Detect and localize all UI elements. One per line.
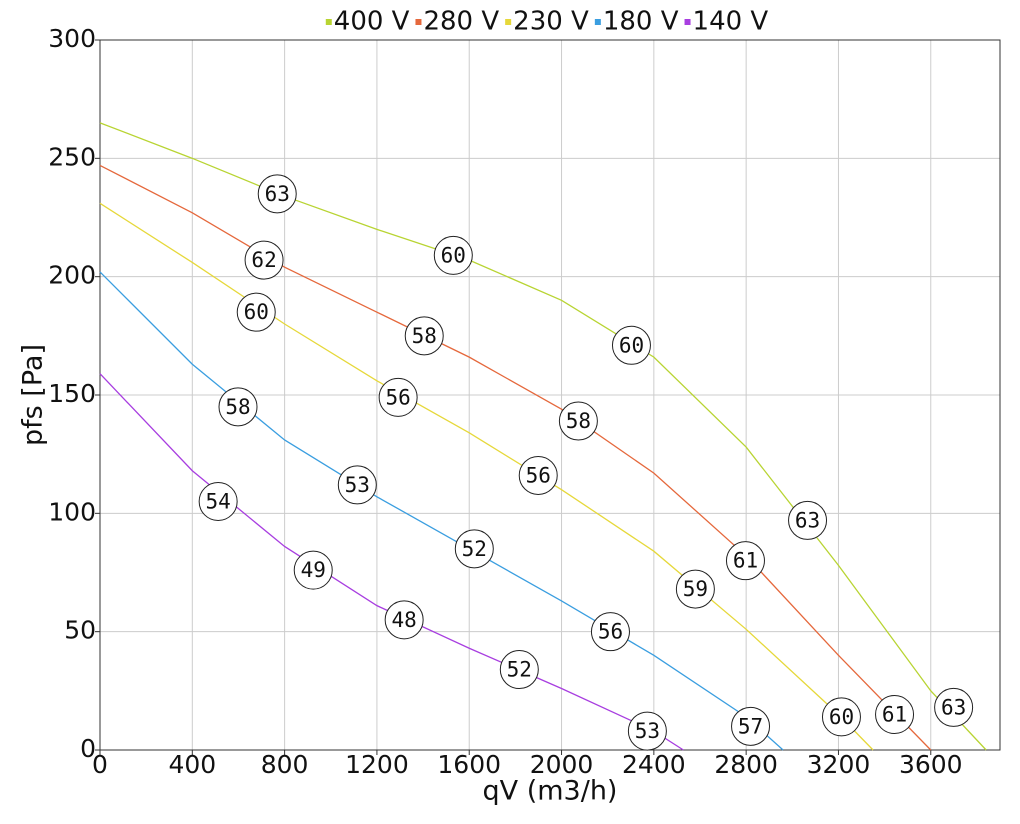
data-label: 60 <box>619 333 644 357</box>
y-tick-label: 250 <box>48 142 96 171</box>
data-label: 63 <box>941 695 966 719</box>
legend-label: 140 V <box>693 7 769 37</box>
x-tick-label: 2800 <box>714 750 778 779</box>
legend-label: 280 V <box>423 7 499 37</box>
y-tick-label: 200 <box>48 261 96 290</box>
series-line <box>99 373 684 751</box>
x-tick-label: 2000 <box>530 750 594 779</box>
x-tick-label: 1200 <box>345 750 409 779</box>
data-label: 58 <box>566 409 591 433</box>
label-circle <box>198 482 238 521</box>
y-tick-label: 300 <box>48 24 96 53</box>
legend-label: 180 V <box>603 7 679 37</box>
legend-label: 230 V <box>513 7 589 37</box>
data-label: 63 <box>795 508 820 532</box>
data-label: 62 <box>251 248 276 272</box>
legend-label: 400 V <box>334 7 410 37</box>
x-tick-label: 3600 <box>899 750 963 779</box>
label-circle <box>518 455 558 495</box>
label-circle <box>454 529 494 569</box>
label-circle <box>384 600 424 640</box>
x-tick-label: 1600 <box>437 750 501 779</box>
label-circle <box>731 706 771 746</box>
data-label: 56 <box>386 385 411 409</box>
label-circle <box>218 387 258 427</box>
label-circle <box>934 687 974 727</box>
y-tick-label: 0 <box>80 734 96 763</box>
data-label: 60 <box>829 705 854 729</box>
label-circle <box>821 697 861 737</box>
data-label: 63 <box>265 182 290 206</box>
data-label: 52 <box>462 537 487 561</box>
y-axis-label: pfs [Pa] <box>18 344 49 446</box>
data-label: 56 <box>526 463 551 487</box>
x-tick-label: 400 <box>168 750 216 779</box>
data-label: 58 <box>412 324 437 348</box>
data-label: 53 <box>635 719 660 743</box>
legend-swatch <box>684 19 691 25</box>
data-label: 61 <box>733 549 758 573</box>
data-label: 52 <box>507 658 532 682</box>
label-circle <box>404 316 444 356</box>
data-label: 53 <box>345 473 370 497</box>
x-tick-label: 800 <box>261 750 309 779</box>
label-circle <box>257 174 297 214</box>
label-circle <box>725 541 765 581</box>
data-label: 60 <box>244 300 269 324</box>
label-circle <box>236 292 276 332</box>
label-circle <box>499 650 539 690</box>
data-label: 48 <box>392 608 417 632</box>
legend-swatch <box>505 19 512 25</box>
series-line <box>99 164 932 751</box>
x-axis-label: qV (m3/h) <box>483 776 618 807</box>
data-label: 61 <box>882 703 907 727</box>
data-label: 57 <box>738 714 763 738</box>
label-circle <box>558 401 598 441</box>
label-circle <box>293 550 333 590</box>
data-label: 56 <box>598 620 623 644</box>
label-circle <box>875 695 915 734</box>
legend-swatch <box>594 19 601 25</box>
label-circle <box>244 240 284 280</box>
data-label: 54 <box>206 490 231 514</box>
data-label: 49 <box>301 558 326 582</box>
label-circle <box>337 465 377 505</box>
legend-swatch <box>325 19 332 25</box>
y-tick-label: 50 <box>64 616 96 645</box>
series-line <box>99 122 987 751</box>
label-circle <box>378 377 418 417</box>
legend-swatch <box>415 19 422 25</box>
label-circle <box>433 235 473 275</box>
y-tick-label: 100 <box>48 497 96 526</box>
data-label: 60 <box>441 243 466 267</box>
label-circle <box>590 612 630 652</box>
data-label: 58 <box>225 395 250 419</box>
series-line <box>99 202 874 751</box>
data-label: 59 <box>683 577 708 601</box>
y-tick-label: 150 <box>48 379 96 408</box>
label-circle <box>611 325 651 365</box>
label-circle <box>788 500 828 540</box>
legend: 400 V 280 V 230 V 180 V 140 V <box>325 7 769 37</box>
label-circle <box>675 569 715 609</box>
x-tick-label: 0 <box>92 750 108 779</box>
x-tick-label: 3200 <box>807 750 871 779</box>
x-tick-label: 2400 <box>622 750 686 779</box>
label-circle <box>627 711 667 751</box>
